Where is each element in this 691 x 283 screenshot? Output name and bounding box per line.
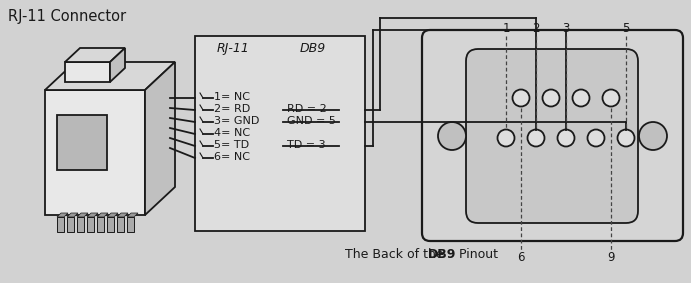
Polygon shape xyxy=(97,213,108,217)
Bar xyxy=(77,217,84,232)
Bar xyxy=(57,115,107,170)
Polygon shape xyxy=(77,213,88,217)
Bar xyxy=(97,217,104,232)
FancyBboxPatch shape xyxy=(422,30,683,241)
Polygon shape xyxy=(65,48,125,62)
Polygon shape xyxy=(87,213,98,217)
Polygon shape xyxy=(127,213,138,217)
Bar xyxy=(67,217,74,232)
Bar xyxy=(117,217,124,232)
Text: 1= NC: 1= NC xyxy=(214,92,250,102)
Bar xyxy=(65,62,110,82)
Polygon shape xyxy=(57,213,68,217)
Circle shape xyxy=(603,89,620,106)
Text: 5: 5 xyxy=(623,22,630,35)
Bar xyxy=(87,217,94,232)
Text: DB9: DB9 xyxy=(300,42,326,55)
Text: The Back of the: The Back of the xyxy=(345,248,448,261)
Bar xyxy=(45,90,145,215)
Circle shape xyxy=(618,130,634,147)
Polygon shape xyxy=(45,62,175,90)
Text: 2: 2 xyxy=(532,22,540,35)
Circle shape xyxy=(513,89,529,106)
Text: 4= NC: 4= NC xyxy=(214,128,250,138)
Text: TD = 3: TD = 3 xyxy=(287,140,325,150)
Text: 6= NC: 6= NC xyxy=(214,152,250,162)
Circle shape xyxy=(573,89,589,106)
Polygon shape xyxy=(107,213,118,217)
Bar xyxy=(195,36,365,231)
Text: 9: 9 xyxy=(607,251,615,264)
Circle shape xyxy=(498,130,515,147)
Circle shape xyxy=(542,89,560,106)
Text: RJ-11: RJ-11 xyxy=(217,42,250,55)
Polygon shape xyxy=(67,213,78,217)
Text: 3: 3 xyxy=(562,22,569,35)
Circle shape xyxy=(527,130,545,147)
Text: RJ-11 Connector: RJ-11 Connector xyxy=(8,9,126,24)
Polygon shape xyxy=(117,213,128,217)
FancyBboxPatch shape xyxy=(466,49,638,223)
Bar xyxy=(107,217,114,232)
Circle shape xyxy=(438,122,466,150)
Text: RD = 2: RD = 2 xyxy=(287,104,327,114)
Text: Pinout: Pinout xyxy=(455,248,498,261)
Bar xyxy=(57,217,64,232)
Text: 3= GND: 3= GND xyxy=(214,116,259,126)
Polygon shape xyxy=(145,62,175,215)
Circle shape xyxy=(639,122,667,150)
Text: 6: 6 xyxy=(518,251,524,264)
Text: 2= RD: 2= RD xyxy=(214,104,250,114)
Text: DB9: DB9 xyxy=(428,248,456,261)
Text: 1: 1 xyxy=(502,22,510,35)
Text: 5= TD: 5= TD xyxy=(214,140,249,150)
Text: GND = 5: GND = 5 xyxy=(287,116,336,126)
Bar xyxy=(127,217,134,232)
Circle shape xyxy=(587,130,605,147)
Polygon shape xyxy=(110,48,125,82)
Circle shape xyxy=(558,130,574,147)
